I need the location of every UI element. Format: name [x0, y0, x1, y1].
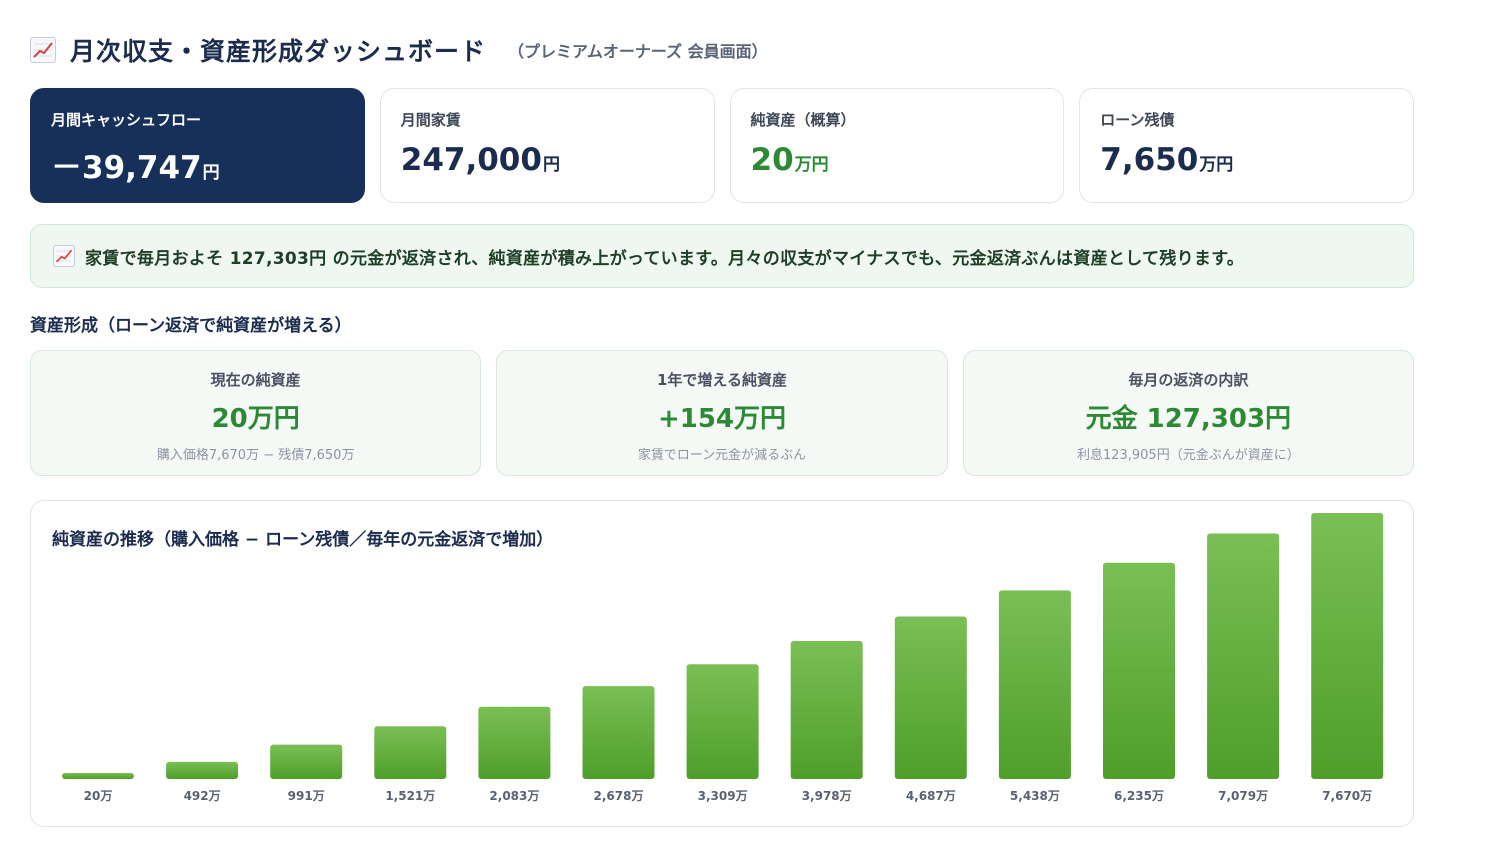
- card-value: 247,000: [400, 142, 542, 178]
- bar-label: 3,309万: [698, 789, 748, 803]
- bar-label: 5,438万: [1010, 789, 1060, 803]
- bar: [478, 706, 551, 779]
- card-value: 7,650: [1100, 142, 1199, 178]
- wcard-value: +154万円: [657, 404, 787, 434]
- net-worth-chart-card: 純資産の推移（購入価格 − ローン残債／毎年の元金返済で増加） 20万 492万 9…: [30, 500, 1414, 827]
- bar: [790, 641, 863, 779]
- wcard-note: 利息123,905円（元金ぶんが資産に）: [1076, 448, 1300, 463]
- card-label: 月間キャッシュフロー: [51, 111, 202, 129]
- bar: [894, 616, 967, 779]
- card-unit: 円: [542, 155, 560, 175]
- bar-label: 7,670万: [1322, 789, 1372, 803]
- rent-card: 月間家賃 247,000 円: [379, 88, 715, 203]
- bar: [1103, 562, 1175, 779]
- section-title: 資産形成（ローン返済で純資産が増える）: [30, 316, 352, 336]
- chart-increasing-icon: [53, 245, 75, 267]
- summary-cards: 月間キャッシュフロー －39,747 円 月間家賃 247,000 円 純資産（…: [30, 88, 1414, 203]
- wcard-label: 毎月の返済の内訳: [1128, 371, 1249, 389]
- bar-label: 1,521万: [385, 789, 435, 803]
- bar-label: 4,687万: [906, 789, 956, 803]
- wcard-note: 家賃でローン元金が減るぶん: [637, 448, 807, 463]
- card-value: －39,747: [51, 150, 202, 186]
- bar: [374, 726, 447, 779]
- bar-label: 991万: [288, 789, 325, 803]
- card-unit: 万円: [794, 155, 829, 175]
- card-label: 純資産（概算）: [750, 111, 856, 129]
- bar-label: 492万: [184, 789, 221, 803]
- chart-title: 純資産の推移（購入価格 − ローン残債／毎年の元金返済で増加）: [52, 530, 554, 550]
- repayment-breakdown-card: 毎月の返済の内訳 元金 127,303円 利息123,905円（元金ぶんが資産に…: [962, 350, 1414, 476]
- bar: [166, 761, 239, 779]
- current-net-worth-card: 現在の純資産 20万円 購入価格7,670万 − 残債7,650万: [30, 350, 482, 476]
- bar-label: 2,678万: [594, 789, 644, 803]
- bar: [1311, 513, 1384, 779]
- notice-text: 家賃で毎月およそ 127,303円 の元金が返済され、純資産が積み上がっています…: [85, 248, 1245, 269]
- page-title: 月次収支・資産形成ダッシュボード: [70, 37, 487, 66]
- net-worth-card: 純資産（概算） 20 万円: [729, 88, 1065, 203]
- card-label: ローン残債: [1100, 111, 1175, 129]
- card-unit: 円: [202, 163, 220, 183]
- bar: [998, 590, 1071, 779]
- card-value: 20: [750, 142, 794, 178]
- bar-label: 6,235万: [1114, 789, 1164, 803]
- page-subtitle: （プレミアムオーナーズ 会員画面）: [508, 42, 768, 61]
- bar-label: 20万: [84, 789, 113, 803]
- loan-balance-card: ローン残債 7,650 万円: [1079, 88, 1414, 203]
- bar-label: 2,083万: [489, 789, 539, 803]
- net-worth-bar-chart: 20万 492万 991万 1,521万 2,083万 2,678万 3,309万 3,978…: [62, 513, 1384, 803]
- bar: [270, 744, 343, 779]
- principal-notice: 家賃で毎月およそ 127,303円 の元金が返済され、純資産が積み上がっています…: [30, 224, 1414, 288]
- chart-increasing-icon: [30, 37, 56, 63]
- wcard-label: 現在の純資産: [210, 371, 301, 389]
- bar-label: 7,079万: [1218, 789, 1268, 803]
- wcard-value: 20万円: [211, 404, 300, 434]
- wcard-note: 購入価格7,670万 − 残債7,650万: [156, 448, 355, 463]
- bar: [1207, 533, 1280, 779]
- bar: [62, 773, 134, 779]
- cashflow-card: 月間キャッシュフロー －39,747 円: [30, 88, 365, 203]
- page-header: 月次収支・資産形成ダッシュボード （プレミアムオーナーズ 会員画面）: [30, 30, 768, 70]
- wealth-cards: 現在の純資産 20万円 購入価格7,670万 − 残債7,650万 1年で増える…: [30, 350, 1414, 476]
- bar-label: 3,978万: [802, 789, 852, 803]
- wcard-label: 1年で増える純資産: [656, 371, 787, 389]
- card-label: 月間家賃: [400, 111, 461, 129]
- card-unit: 万円: [1199, 155, 1234, 175]
- bar: [686, 664, 759, 779]
- wcard-value: 元金 127,303円: [1085, 404, 1292, 434]
- bar: [582, 686, 655, 779]
- annual-increase-card: 1年で増える純資産 +154万円 家賃でローン元金が減るぶん: [496, 350, 948, 476]
